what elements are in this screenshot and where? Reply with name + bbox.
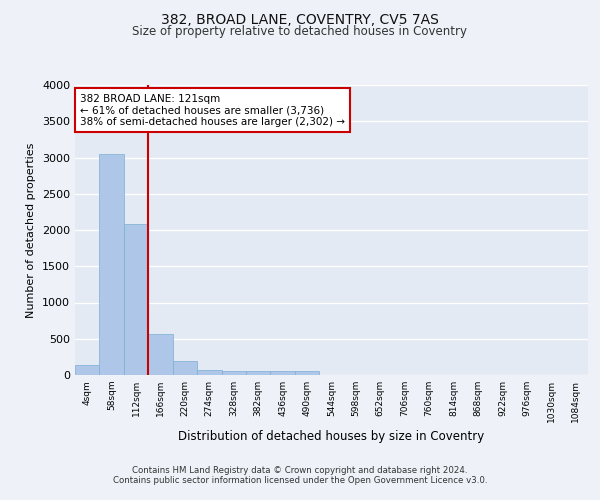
Bar [124, 224, 148, 375]
Bar [295, 372, 319, 375]
Text: Contains HM Land Registry data © Crown copyright and database right 2024.
Contai: Contains HM Land Registry data © Crown c… [113, 466, 487, 485]
Text: Size of property relative to detached houses in Coventry: Size of property relative to detached ho… [133, 25, 467, 38]
Text: 382 BROAD LANE: 121sqm
← 61% of detached houses are smaller (3,736)
38% of semi-: 382 BROAD LANE: 121sqm ← 61% of detached… [80, 94, 345, 127]
Bar [197, 370, 221, 375]
Bar [148, 334, 173, 375]
Bar [246, 372, 271, 375]
Text: 382, BROAD LANE, COVENTRY, CV5 7AS: 382, BROAD LANE, COVENTRY, CV5 7AS [161, 12, 439, 26]
Bar [75, 365, 100, 375]
Bar [173, 360, 197, 375]
X-axis label: Distribution of detached houses by size in Coventry: Distribution of detached houses by size … [178, 430, 485, 444]
Bar [221, 371, 246, 375]
Bar [100, 154, 124, 375]
Y-axis label: Number of detached properties: Number of detached properties [26, 142, 37, 318]
Bar [271, 372, 295, 375]
